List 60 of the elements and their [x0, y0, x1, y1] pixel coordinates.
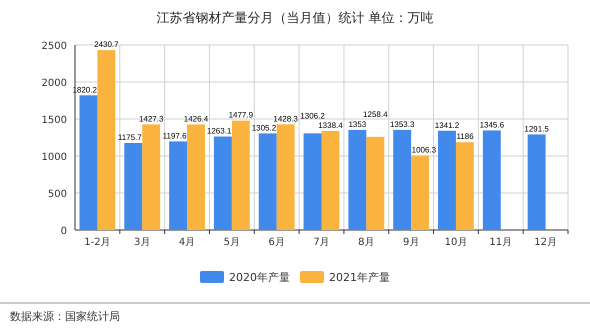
x-tick-label: 5月	[224, 237, 240, 248]
x-tick-label: 8月	[358, 237, 375, 248]
bar	[187, 124, 205, 230]
data-label: 1175.7	[118, 133, 142, 142]
data-label: 1353	[348, 120, 367, 129]
bar	[411, 156, 430, 230]
data-label: 1426.4	[184, 114, 209, 124]
data-label: 1353.3	[390, 120, 415, 129]
legend-label: 2021年产量	[329, 271, 390, 284]
data-label: 1345.6	[480, 120, 505, 130]
data-label: 1186	[456, 132, 474, 142]
data-label: 1427.3	[138, 114, 164, 124]
x-tick-label: 10月	[444, 237, 468, 248]
bar	[322, 130, 340, 230]
x-tick-label: 7月	[313, 237, 330, 248]
bar	[304, 133, 322, 230]
chart-title: 江苏省钢材产量分月（当月值）统计 单位：万吨	[156, 11, 434, 26]
bar	[438, 130, 456, 230]
data-label: 1305.2	[252, 123, 277, 132]
data-label: 1338.4	[318, 120, 344, 130]
data-label: 2430.7	[94, 40, 120, 50]
legend-label: 2020年产量	[229, 271, 290, 284]
y-tick-label: 1000	[42, 152, 67, 163]
source-note: 数据来源：国家统计局	[10, 310, 120, 323]
data-label: 1006.3	[412, 146, 437, 155]
bar	[214, 136, 232, 230]
bar	[366, 136, 384, 230]
data-label: 1291.5	[524, 124, 550, 134]
x-tick-label: 11月	[489, 237, 512, 248]
data-label: 1477.9	[228, 110, 254, 120]
bar	[124, 143, 142, 230]
bar	[258, 133, 277, 230]
bar	[97, 50, 116, 230]
data-label: 1428.3	[273, 114, 298, 124]
data-label: 1263.1	[206, 126, 232, 136]
data-label: 1258.4	[363, 110, 388, 119]
x-tick-label: 3月	[134, 237, 150, 248]
x-tick-label: 12月	[534, 237, 557, 248]
y-tick-label: 500	[48, 189, 67, 200]
y-tick-label: 0	[60, 226, 67, 237]
bar	[232, 120, 250, 230]
y-tick-label: 1500	[42, 115, 67, 126]
bar	[79, 95, 98, 230]
bar	[456, 142, 474, 230]
bar	[482, 130, 501, 230]
data-label: 1306.2	[300, 111, 326, 120]
bar	[393, 130, 412, 230]
bar	[348, 130, 366, 230]
y-tick-label: 2500	[42, 41, 67, 52]
bar	[169, 141, 188, 230]
bar	[276, 124, 295, 230]
bar	[142, 124, 160, 230]
x-tick-label: 6月	[268, 237, 285, 248]
bar	[528, 134, 546, 230]
x-tick-label: 9月	[402, 237, 420, 248]
data-label: 1197.6	[162, 131, 188, 140]
x-tick-label: 1-2月	[84, 237, 111, 248]
y-tick-label: 2000	[42, 78, 67, 89]
data-label: 1341.2	[434, 120, 460, 130]
x-tick-label: 4月	[178, 237, 196, 248]
